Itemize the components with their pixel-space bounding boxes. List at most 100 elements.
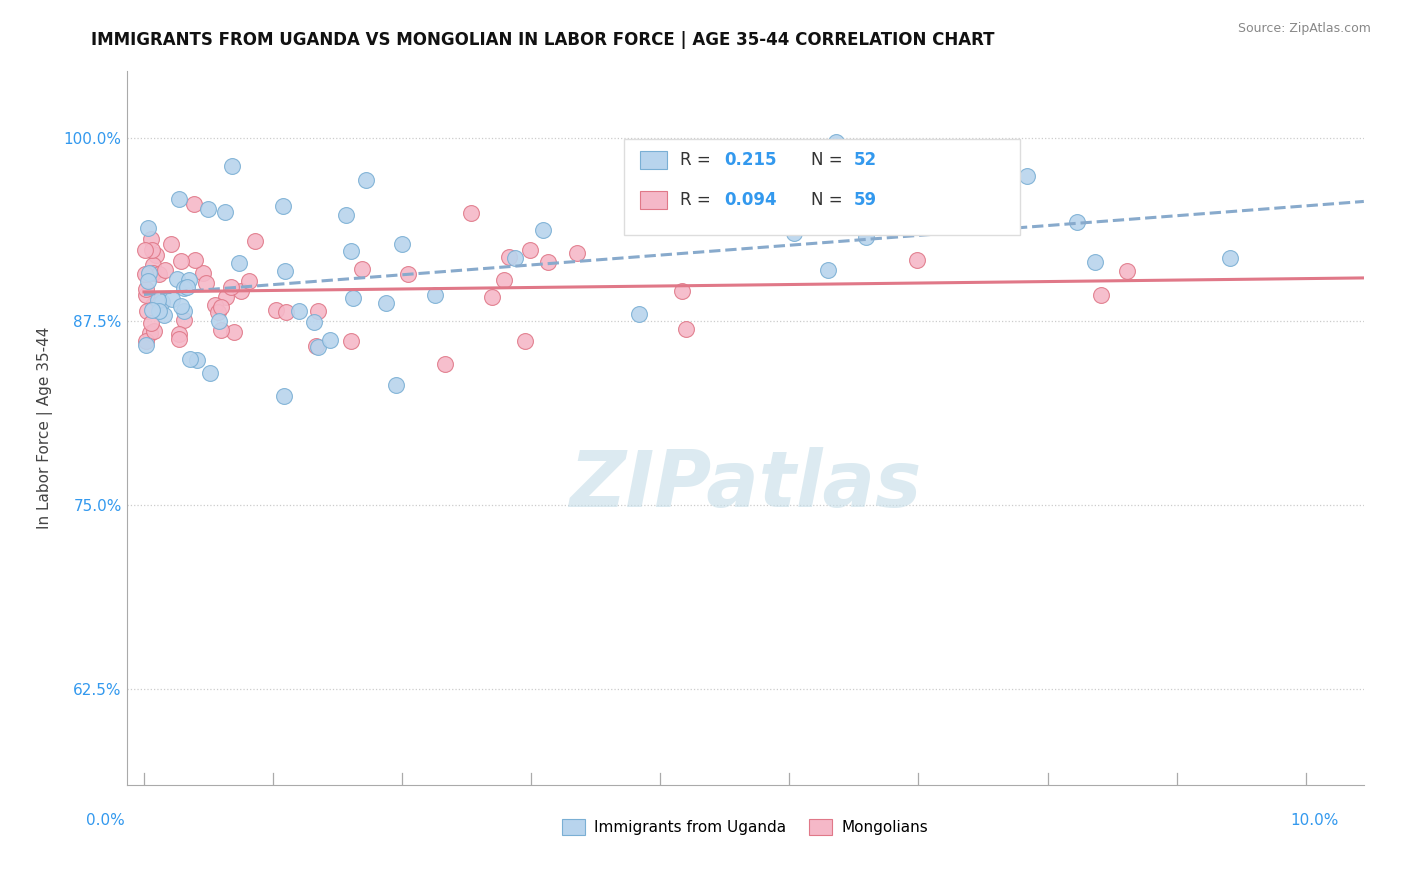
- Point: [184, 252, 207, 267]
- Point: [231, 284, 253, 298]
- Point: [531, 223, 554, 237]
- Point: [433, 357, 456, 371]
- Text: Source: ZipAtlas.com: Source: ZipAtlas.com: [1237, 22, 1371, 36]
- Point: [503, 251, 526, 265]
- Text: 0.215: 0.215: [724, 151, 776, 169]
- Point: [135, 334, 157, 348]
- Point: [145, 295, 167, 310]
- Point: [153, 263, 176, 277]
- Point: [460, 206, 482, 220]
- Point: [173, 313, 195, 327]
- Point: [276, 305, 298, 319]
- Point: [170, 253, 193, 268]
- Point: [305, 339, 328, 353]
- Text: 0.094: 0.094: [724, 191, 776, 209]
- Point: [141, 303, 163, 318]
- Point: [136, 221, 159, 235]
- Point: [375, 295, 398, 310]
- Point: [194, 276, 217, 290]
- Point: [513, 334, 536, 348]
- Point: [135, 337, 157, 351]
- Point: [340, 334, 363, 349]
- Point: [166, 271, 188, 285]
- Point: [148, 267, 170, 281]
- Point: [167, 332, 190, 346]
- Point: [135, 288, 157, 302]
- Point: [152, 308, 174, 322]
- Point: [423, 288, 446, 302]
- Legend: Immigrants from Uganda, Mongolians: Immigrants from Uganda, Mongolians: [557, 814, 934, 841]
- Point: [354, 172, 377, 186]
- Point: [169, 326, 191, 341]
- Point: [307, 304, 329, 318]
- FancyBboxPatch shape: [640, 191, 668, 209]
- Point: [141, 266, 163, 280]
- Text: N =: N =: [811, 191, 848, 209]
- Point: [134, 267, 156, 281]
- Point: [136, 274, 159, 288]
- Point: [671, 285, 693, 299]
- Text: ZIPatlas: ZIPatlas: [569, 447, 921, 524]
- Point: [209, 300, 232, 314]
- Point: [519, 244, 541, 258]
- Point: [160, 292, 183, 306]
- Point: [209, 323, 232, 337]
- Point: [628, 307, 651, 321]
- Point: [481, 290, 503, 304]
- Point: [139, 326, 162, 340]
- Point: [238, 274, 260, 288]
- Point: [288, 303, 311, 318]
- Point: [855, 230, 877, 244]
- Point: [817, 262, 839, 277]
- Point: [173, 303, 195, 318]
- Point: [224, 325, 246, 339]
- Point: [271, 199, 294, 213]
- Point: [1219, 251, 1241, 265]
- Point: [150, 294, 173, 309]
- Point: [264, 303, 287, 318]
- Point: [214, 204, 236, 219]
- Point: [342, 291, 364, 305]
- Point: [148, 297, 170, 311]
- Point: [274, 264, 297, 278]
- Text: IMMIGRANTS FROM UGANDA VS MONGOLIAN IN LABOR FORCE | AGE 35-44 CORRELATION CHART: IMMIGRANTS FROM UGANDA VS MONGOLIAN IN L…: [91, 31, 995, 49]
- Point: [907, 253, 929, 268]
- Point: [828, 213, 851, 227]
- Point: [177, 273, 200, 287]
- Point: [134, 244, 156, 258]
- Point: [221, 159, 243, 173]
- Point: [675, 322, 697, 336]
- Point: [167, 192, 190, 206]
- Point: [179, 352, 201, 367]
- Point: [141, 244, 163, 258]
- Point: [135, 282, 157, 296]
- Point: [142, 259, 165, 273]
- Point: [537, 255, 560, 269]
- Point: [1090, 288, 1112, 302]
- Point: [207, 304, 229, 318]
- Point: [565, 245, 588, 260]
- Text: N =: N =: [811, 151, 848, 169]
- Point: [139, 232, 162, 246]
- FancyBboxPatch shape: [640, 152, 668, 169]
- Point: [245, 234, 267, 248]
- Text: 10.0%: 10.0%: [1291, 814, 1339, 828]
- Point: [204, 298, 226, 312]
- Point: [183, 196, 205, 211]
- Point: [145, 248, 167, 262]
- Point: [228, 256, 250, 270]
- Point: [1066, 215, 1088, 229]
- Point: [160, 237, 183, 252]
- Point: [138, 267, 160, 281]
- Point: [191, 266, 214, 280]
- Point: [208, 314, 231, 328]
- Y-axis label: In Labor Force | Age 35-44: In Labor Force | Age 35-44: [37, 327, 52, 529]
- Point: [492, 273, 515, 287]
- Point: [350, 261, 373, 276]
- Point: [219, 279, 242, 293]
- Point: [148, 304, 170, 318]
- Point: [304, 314, 326, 328]
- Point: [143, 324, 166, 338]
- Point: [186, 352, 208, 367]
- Point: [391, 237, 413, 252]
